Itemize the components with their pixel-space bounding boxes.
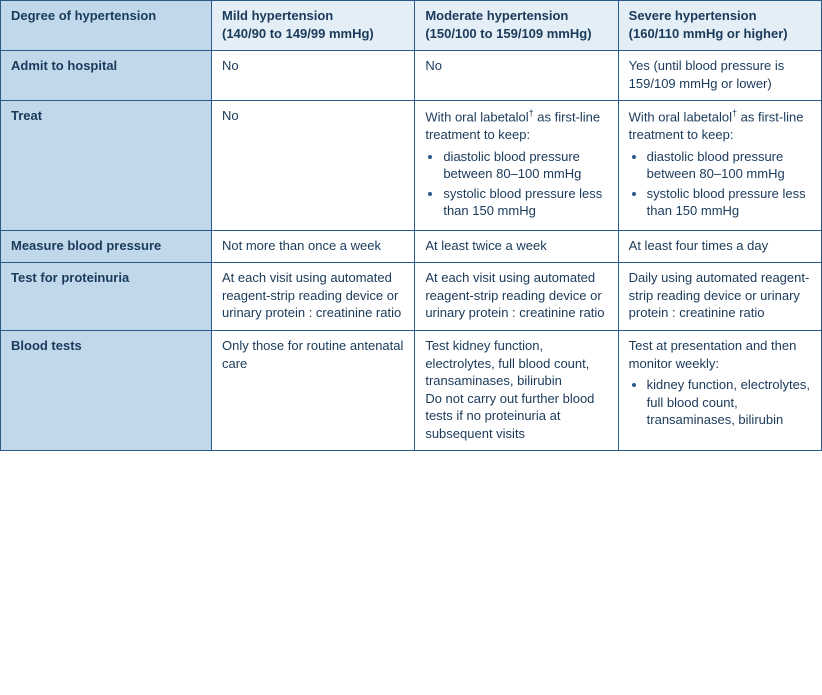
- header-moderate: Moderate hypertension (150/100 to 159/10…: [415, 1, 618, 51]
- row-treat: Treat No With oral labetalol† as first-l…: [1, 101, 822, 231]
- label-measure: Measure blood pressure: [1, 230, 212, 263]
- label-proteinuria: Test for proteinuria: [1, 263, 212, 331]
- treat-severe-list: diastolic blood pressure between 80–100 …: [629, 148, 811, 220]
- header-moderate-range: (150/100 to 159/109 mmHg): [425, 26, 591, 41]
- treat-severe-bullet1: diastolic blood pressure between 80–100 …: [647, 148, 811, 183]
- treat-severe: With oral labetalol† as first-line treat…: [618, 101, 821, 231]
- blood-severe-intro: Test at presentation and then monitor we…: [629, 338, 797, 371]
- admit-mild: No: [212, 51, 415, 101]
- blood-severe-list: kidney function, electrolytes, full bloo…: [629, 376, 811, 429]
- proteinuria-mild: At each visit using automated reagent-st…: [212, 263, 415, 331]
- blood-moderate-line2: Do not carry out further blood tests if …: [425, 390, 607, 443]
- measure-severe: At least four times a day: [618, 230, 821, 263]
- treat-moderate-bullet1: diastolic blood pressure between 80–100 …: [443, 148, 607, 183]
- blood-severe: Test at presentation and then monitor we…: [618, 330, 821, 450]
- header-row: Degree of hypertension Mild hypertension…: [1, 1, 822, 51]
- treat-moderate-bullet2: systolic blood pressure less than 150 mm…: [443, 185, 607, 220]
- header-degree: Degree of hypertension: [1, 1, 212, 51]
- measure-mild: Not more than once a week: [212, 230, 415, 263]
- header-mild-title: Mild hypertension: [222, 8, 333, 23]
- header-moderate-title: Moderate hypertension: [425, 8, 568, 23]
- treat-severe-intro-pre: With oral labetalol: [629, 110, 732, 125]
- header-severe: Severe hypertension (160/110 mmHg or hig…: [618, 1, 821, 51]
- blood-moderate: Test kidney function, electrolytes, full…: [415, 330, 618, 450]
- row-blood: Blood tests Only those for routine anten…: [1, 330, 822, 450]
- blood-moderate-line1: Test kidney function, electrolytes, full…: [425, 337, 607, 390]
- treat-moderate-list: diastolic blood pressure between 80–100 …: [425, 148, 607, 220]
- row-admit: Admit to hospital No No Yes (until blood…: [1, 51, 822, 101]
- blood-severe-bullet1: kidney function, electrolytes, full bloo…: [647, 376, 811, 429]
- treat-mild: No: [212, 101, 415, 231]
- treat-severe-bullet2: systolic blood pressure less than 150 mm…: [647, 185, 811, 220]
- treat-moderate-intro-pre: With oral labetalol: [425, 110, 528, 125]
- blood-mild: Only those for routine antenatal care: [212, 330, 415, 450]
- hypertension-management-table: Degree of hypertension Mild hypertension…: [0, 0, 822, 451]
- header-severe-range: (160/110 mmHg or higher): [629, 26, 788, 41]
- row-measure: Measure blood pressure Not more than onc…: [1, 230, 822, 263]
- row-proteinuria: Test for proteinuria At each visit using…: [1, 263, 822, 331]
- label-treat: Treat: [1, 101, 212, 231]
- admit-moderate: No: [415, 51, 618, 101]
- treat-moderate: With oral labetalol† as first-line treat…: [415, 101, 618, 231]
- admit-severe: Yes (until blood pressure is 159/109 mmH…: [618, 51, 821, 101]
- header-mild: Mild hypertension (140/90 to 149/99 mmHg…: [212, 1, 415, 51]
- measure-moderate: At least twice a week: [415, 230, 618, 263]
- proteinuria-severe: Daily using automated reagent-strip read…: [618, 263, 821, 331]
- label-blood: Blood tests: [1, 330, 212, 450]
- proteinuria-moderate: At each visit using automated reagent-st…: [415, 263, 618, 331]
- header-mild-range: (140/90 to 149/99 mmHg): [222, 26, 374, 41]
- header-severe-title: Severe hypertension: [629, 8, 757, 23]
- label-admit: Admit to hospital: [1, 51, 212, 101]
